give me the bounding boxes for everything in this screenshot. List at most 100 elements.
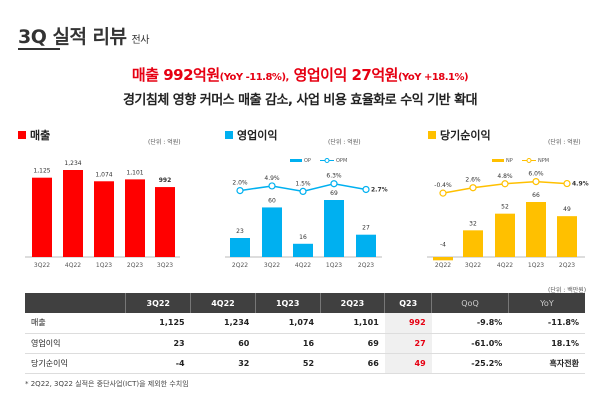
x-tick-label: 2Q22: [435, 262, 451, 269]
line-label: 6.0%: [528, 171, 544, 178]
table-cell: 1,125: [125, 313, 191, 334]
bar-label: 1,101: [126, 169, 143, 176]
section-title: 당기순이익: [440, 129, 491, 142]
legend-square-icon: [428, 131, 436, 139]
x-tick-label: 2Q22: [232, 262, 248, 269]
line-point: [330, 180, 338, 188]
table-unit: (단위 : 백만원): [548, 287, 587, 294]
legend-bar-icon: [492, 159, 504, 162]
bar-label: 66: [532, 192, 540, 199]
bar: [293, 243, 313, 257]
x-tick-label: 3Q23: [157, 262, 173, 269]
table-cell: -9.8%: [431, 313, 509, 334]
bar: [526, 202, 546, 257]
x-tick-label: 4Q22: [295, 262, 311, 269]
x-tick-label: 4Q22: [65, 262, 81, 269]
bar-label: 69: [330, 190, 338, 197]
line-label: 6.3%: [326, 173, 342, 180]
table-cell: -61.0%: [431, 333, 509, 354]
table-cell: 1,074: [255, 313, 321, 334]
legend-label: NP: [506, 158, 513, 164]
x-tick-label: 1Q23: [326, 262, 342, 269]
table-cell: -11.8%: [508, 313, 585, 334]
line-point: [532, 178, 540, 186]
table-row: 매출 1,125 1,234 1,074 1,101 992 -9.8% -11.8%: [25, 313, 585, 334]
section-revenue: 매출: [18, 127, 50, 143]
bar-label: 49: [563, 206, 571, 213]
line-point: [469, 184, 477, 192]
line-point: [236, 187, 244, 195]
bar: [262, 207, 282, 257]
legend-square-icon: [18, 131, 26, 139]
table-cell: 1,101: [320, 313, 385, 334]
column-header: 1Q23: [254, 293, 321, 313]
column-header: YoY: [507, 293, 585, 313]
line-label: 2.6%: [465, 177, 481, 184]
bar: [94, 181, 114, 257]
headline-revenue: 매출 992억원: [131, 66, 220, 84]
bar-label: 16: [299, 234, 307, 241]
table-cell: 27: [384, 333, 432, 354]
table-cell: 49: [384, 353, 432, 374]
column-header: [25, 293, 126, 313]
table-row: 영업이익 23 60 16 69 27 -61.0% 18.1%: [25, 333, 585, 354]
bar-label: 1,234: [64, 160, 81, 167]
bar: [433, 257, 453, 261]
scope-label: 전사: [131, 35, 150, 46]
x-tick-label: 2Q23: [559, 262, 575, 269]
table-cell: 60: [190, 333, 256, 354]
subtitle: 경기침체 영향 커머스 매출 감소, 사업 비용 효율화로 수익 기반 확대: [122, 93, 478, 108]
x-tick-label: 2Q23: [127, 262, 143, 269]
section-np: 당기순이익: [428, 127, 491, 143]
bar: [356, 234, 376, 257]
section-title: 매출: [30, 129, 51, 142]
legend-line-icon: [324, 158, 330, 163]
headline-op: 영업이익 27억원: [293, 66, 399, 84]
x-tick-label: 1Q23: [528, 262, 544, 269]
column-header: Q23: [384, 293, 432, 313]
legend-label: NPM: [538, 158, 549, 164]
line-label: -0.4%: [434, 182, 452, 189]
line-point: [268, 182, 276, 190]
bar: [125, 179, 145, 257]
legend-bar-icon: [290, 159, 302, 162]
section-title: 영업이익: [237, 129, 278, 142]
x-tick-label: 3Q22: [465, 262, 481, 269]
section-op: 영업이익: [225, 127, 277, 143]
table-cell: 992: [384, 313, 432, 334]
table-cell: 69: [320, 333, 385, 354]
table-cell: 32: [190, 353, 256, 374]
title-text: 3Q 실적 리뷰: [18, 26, 127, 48]
bar-label: 60: [268, 197, 276, 204]
table-cell: 흑자전환: [508, 353, 585, 374]
line-label: 4.8%: [497, 173, 513, 180]
x-tick-label: 2Q23: [358, 262, 374, 269]
x-tick-label: 1Q23: [96, 262, 112, 269]
headline: 매출 992억원(YoY -11.8%), 영업이익 27억원(YoY +18.…: [0, 64, 600, 85]
charts: 1,125 3Q22 1,234 4Q22 1,074 1Q23 1,101 2Q23 992 3…: [25, 158, 589, 269]
line-point: [439, 189, 447, 197]
bar-label: 1,125: [33, 168, 50, 175]
table-cell: 영업이익: [25, 333, 126, 354]
table-cell: 16: [255, 333, 321, 354]
bar: [230, 238, 250, 257]
bar: [155, 187, 175, 257]
bar-label: 23: [236, 228, 244, 235]
legend-label: OP: [304, 158, 311, 164]
column-header: 2Q23: [319, 293, 385, 313]
table-cell: -4: [125, 353, 191, 374]
bar: [463, 230, 483, 257]
table-cell: 매출: [25, 313, 126, 334]
bar: [495, 213, 515, 257]
column-header: 4Q22: [190, 293, 256, 313]
legend-label: OPM: [336, 158, 347, 164]
line-point: [563, 179, 571, 188]
bar-label: 32: [469, 220, 477, 227]
table-cell: 23: [125, 333, 191, 354]
bar: [32, 177, 52, 257]
line-label: 2.7%: [371, 186, 388, 193]
bar: [63, 170, 83, 257]
table-cell: 18.1%: [508, 333, 585, 354]
table-cell: 52: [255, 353, 321, 374]
footnote: * 2Q22, 3Q22 실적은 중단사업(ICT)을 제외한 수치임: [25, 380, 189, 388]
